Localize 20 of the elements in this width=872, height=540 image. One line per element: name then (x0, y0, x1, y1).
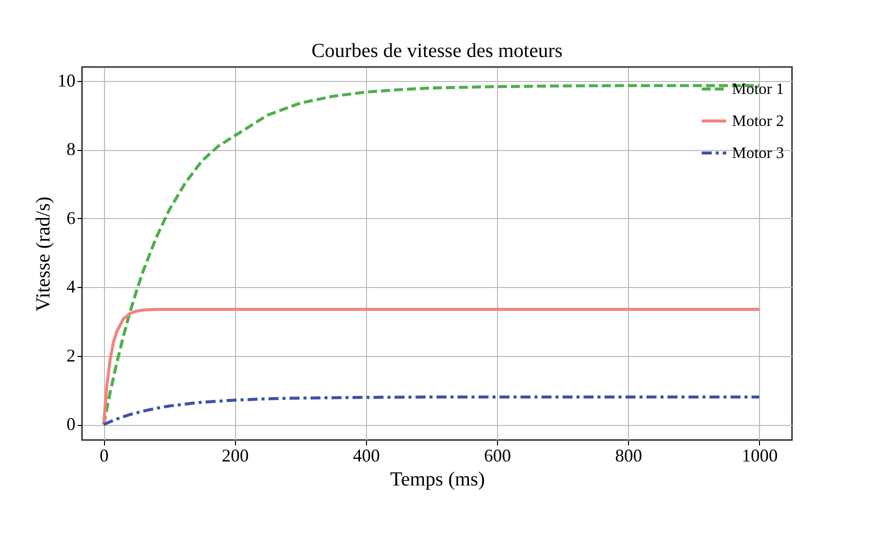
y-tick-label: 6 (66, 208, 76, 228)
y-tick-label: 2 (66, 345, 76, 366)
x-tick-label: 200 (222, 446, 249, 466)
line-series (102, 308, 761, 426)
x-tick-label: 400 (352, 446, 380, 466)
legend-label: Motor 2 (732, 113, 784, 130)
x-tick-label: 1000 (742, 446, 778, 466)
line-series (102, 396, 761, 426)
legend-label: Motor 3 (732, 145, 784, 162)
x-tick-label: 0 (100, 446, 109, 466)
y-tick-label: 4 (66, 276, 76, 297)
legend-label: Motor 1 (732, 81, 784, 98)
chart-title: Courbes de vitesse des moteurs (311, 40, 563, 62)
x-tick-label: 800 (615, 446, 642, 466)
y-tick-label: 8 (66, 139, 76, 160)
x-tick-label: 600 (484, 446, 511, 466)
y-axis-title: Vitesse (rad/s) (32, 196, 54, 312)
x-axis-title: Temps (ms) (390, 468, 485, 490)
y-tick-label: 0 (66, 414, 76, 434)
y-tick-label: 10 (58, 70, 76, 90)
